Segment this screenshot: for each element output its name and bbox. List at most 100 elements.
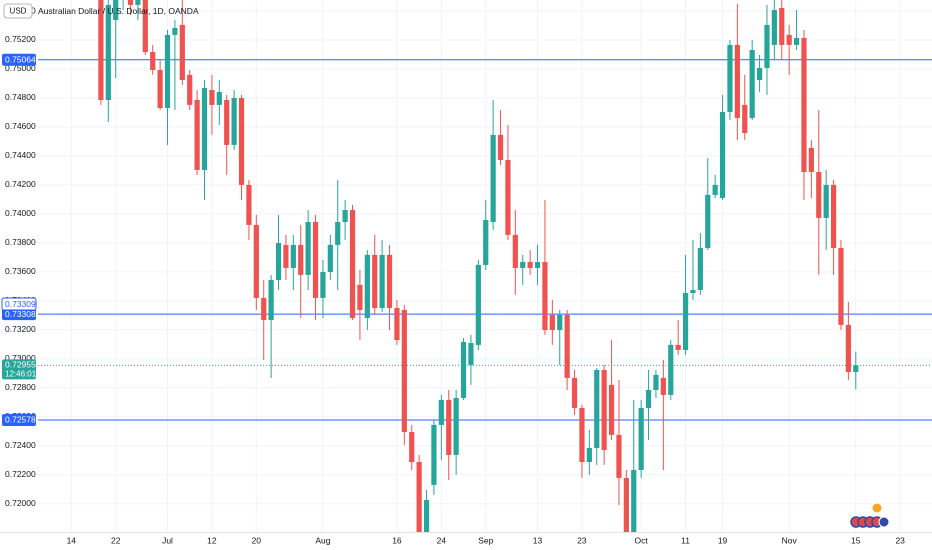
candle-body (253, 224, 259, 298)
candle-body (830, 184, 837, 248)
currency-badge[interactable] (3, 3, 33, 19)
candle-body (113, 0, 119, 20)
candle-body (771, 9, 777, 45)
candle-body (298, 244, 304, 275)
candle-body (742, 104, 748, 134)
price-line-badge (2, 413, 36, 426)
candle-body (305, 222, 311, 275)
candle-body (786, 34, 792, 45)
event-icon[interactable] (878, 516, 890, 528)
candle-body (690, 289, 696, 294)
y-tick-label: 0.72800 (5, 382, 36, 392)
countdown-label: 12:46:01 (5, 369, 37, 378)
candle-body (386, 254, 393, 308)
price-line-label: 0.72578 (5, 415, 36, 425)
x-tick-label: 22 (111, 535, 121, 545)
candle-body (179, 24, 185, 80)
alert-label: 0.73309 (5, 299, 36, 309)
candle-body (823, 184, 829, 218)
candle-body (727, 44, 733, 113)
candle-body (275, 243, 282, 280)
candle-body (483, 219, 489, 265)
y-tick-label: 0.74000 (5, 208, 36, 218)
candle-body (586, 447, 592, 463)
candle-body (335, 222, 341, 245)
candle-body (164, 34, 171, 108)
candle-body (157, 69, 163, 108)
currency: USD (10, 7, 27, 16)
x-tick-label: 23 (895, 535, 905, 545)
candle-body (409, 432, 415, 463)
candle-body (505, 159, 511, 235)
candle-body (579, 407, 585, 463)
y-tick-label: 0.74200 (5, 179, 36, 189)
candle-body (668, 344, 674, 395)
candle-body (594, 369, 600, 448)
x-tick-label: 11 (681, 535, 690, 545)
x-tick-label: 15 (851, 535, 861, 545)
candle-body (779, 7, 785, 45)
candles (98, 0, 859, 532)
candle-body (142, 0, 148, 53)
y-tick-label: 0.73800 (5, 237, 36, 247)
candle-body (460, 342, 467, 398)
candle-body (705, 194, 711, 248)
candle-body (660, 377, 666, 395)
candle-body (290, 244, 296, 268)
y-tick-label: 0.75000 (5, 63, 36, 73)
candle-body (283, 244, 289, 268)
candle-body (756, 67, 763, 80)
x-tick-label: 14 (67, 535, 77, 545)
candle-body (342, 209, 348, 223)
candle-body (431, 424, 437, 485)
candle-body (734, 44, 740, 118)
candle-body (638, 407, 644, 470)
candle-body (816, 172, 822, 218)
candle-body (438, 399, 444, 425)
candle-body (601, 369, 607, 450)
candle-body (238, 97, 245, 185)
candle-body (187, 74, 193, 105)
y-tick-label: 0.72200 (5, 469, 36, 479)
candle-body (697, 247, 703, 290)
candle-body (379, 254, 385, 308)
candle-body (105, 4, 111, 100)
price-line-badge (2, 53, 36, 66)
event-icon[interactable] (871, 502, 883, 514)
candle-body (135, 0, 141, 5)
y-tick-label: 0.73000 (5, 353, 36, 363)
candle-body (682, 293, 689, 350)
candle-body (364, 254, 370, 318)
candle-body (423, 499, 430, 532)
candle-body (564, 314, 570, 378)
chart-title: Australian Dollar / U.S. Dollar, 1D, OAN… (38, 6, 199, 16)
candle-body (372, 254, 378, 308)
x-tick-label: 16 (392, 535, 402, 545)
candle-body (216, 92, 222, 105)
candle-body (268, 279, 274, 320)
candle-body (845, 324, 851, 373)
candle-body (549, 314, 555, 330)
candle-body (571, 377, 578, 408)
last-price-label: 0.72955 (5, 360, 36, 370)
y-tick-label: 0.73600 (5, 266, 36, 276)
candle-body (98, 0, 104, 100)
candle-body (475, 264, 481, 345)
x-tick-label: Sep (478, 535, 493, 545)
x-tick-label: Nov (782, 535, 798, 545)
candle-body (527, 262, 533, 268)
candle-body (357, 284, 363, 310)
candle-body (416, 462, 422, 532)
y-tick-label: 0.72400 (5, 440, 36, 450)
x-tick-label: 20 (252, 535, 262, 545)
candle-body (194, 99, 200, 170)
event-icons[interactable] (850, 502, 890, 528)
candle-body (127, 0, 134, 5)
price-badges: 0.75064 0.73308 0.72578 0.73309 0.7295512:46… (1, 53, 37, 426)
candle-body (172, 27, 178, 35)
candle-body (490, 134, 496, 223)
candle-body (312, 222, 319, 298)
candle-body (349, 209, 356, 318)
grid (38, 0, 932, 532)
